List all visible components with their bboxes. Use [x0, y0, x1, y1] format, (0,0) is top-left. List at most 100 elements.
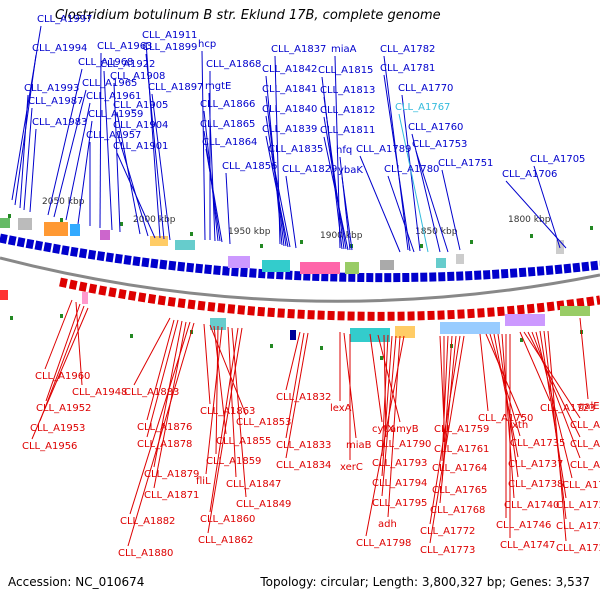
reverse-connector: [39, 305, 85, 422]
reverse-gene-label: CLL_A1853: [236, 417, 291, 428]
reverse-gene-label: CLL_A1740: [504, 500, 559, 511]
reverse-gene-label: CLL_A1724: [556, 521, 600, 532]
reverse-gene-label: xerC: [340, 462, 363, 473]
reverse-gene-label: fliL: [196, 476, 211, 487]
reverse-connector: [439, 335, 457, 504]
forward-gene-label: CLL_A1812: [320, 105, 375, 116]
reverse-connector: [285, 332, 305, 439]
reverse-gene-label: CLL_A1859: [206, 456, 261, 467]
forward-gene-label: CLL_A1868: [206, 59, 261, 70]
scale-label: 1800 kbp: [508, 215, 551, 225]
reverse-connector: [579, 317, 589, 400]
reverse-gene-label: CLL_A1768: [430, 505, 485, 516]
forward-connector: [339, 156, 351, 251]
rna-feature-tick: [60, 314, 63, 318]
rna-feature-tick: [270, 344, 273, 348]
reverse-connector: [527, 331, 581, 438]
forward-gene-label: CLL_A1839: [262, 124, 317, 135]
forward-connector: [99, 52, 102, 229]
forward-connector: [47, 68, 83, 216]
reverse-gene-label: CLL_A1960: [35, 371, 90, 382]
forward-connector-lines: [11, 25, 567, 253]
reverse-connector: [501, 333, 515, 499]
reverse-gene-label: CLL_A1764: [432, 463, 487, 474]
reverse-connector: [207, 327, 243, 534]
forward-gene-label: miaA: [331, 44, 357, 55]
forward-gene-label: CLL_A1811: [320, 125, 375, 136]
forward-gene-label: CLL_A1767: [395, 102, 450, 113]
forward-gene-label: CLL_A1983: [32, 117, 87, 128]
forward-gene-label: CLL_A1705: [530, 154, 585, 165]
forward-gene-label: CLL_A1963: [97, 41, 152, 52]
reverse-gene-label: CLL_A1790: [376, 439, 431, 450]
forward-gene-label: CLL_A1829: [282, 164, 337, 175]
forward-connector: [387, 175, 415, 253]
forward-gene-label: CLL_A1957: [86, 130, 141, 141]
forward-gene-label: CLL_A1856: [222, 161, 277, 172]
scale-label: 1900 kbp: [320, 231, 363, 241]
reverse-connector: [146, 319, 175, 421]
forward-connector: [441, 169, 461, 251]
genome-summary: Topology: circular; Length: 3,800,327 bp…: [260, 575, 590, 589]
reverse-gene-label: adh: [378, 519, 397, 530]
reverse-gene-label: miaB: [346, 440, 372, 451]
reverse-gene-label: CLL_A1948: [72, 387, 127, 398]
forward-gene-label: hcp: [198, 39, 216, 50]
forward-gene-label: CLL_A1922: [100, 59, 155, 70]
rna-feature-tick: [520, 338, 523, 342]
rna-feature-tick: [300, 240, 303, 244]
rna-feature-tick: [190, 232, 193, 236]
rna-feature-tick: [530, 234, 533, 238]
reverse-connector: [75, 301, 83, 386]
forward-gene-label: CLL_A1782: [380, 44, 435, 55]
reverse-gene-label: CLL_A1882: [120, 516, 175, 527]
reverse-connector: [133, 317, 171, 386]
scale-label: 2050 kbp: [42, 197, 85, 207]
reverse-gene-label: CLL_A1765: [432, 485, 487, 496]
reverse-connector: [285, 331, 301, 391]
reverse-gene-labels: CLL_A1960 CLL_A1948 CLL_A1952 CLL_A1953 CLL_…: [22, 371, 600, 559]
forward-strand-track: [0, 233, 600, 283]
reverse-connector: [519, 331, 551, 402]
forward-gene-label: CLL_A1968: [78, 57, 133, 68]
forward-gene-label: CLL_A1842: [262, 64, 317, 75]
reverse-gene-label: CLL_A1725: [556, 543, 600, 554]
forward-connector: [271, 155, 291, 248]
reverse-gene-label: CLL_A1952: [36, 403, 91, 414]
forward-gene-label: CLL_A1908: [110, 71, 165, 82]
genome-backbone-arc: [0, 256, 600, 303]
reverse-gene-label: xth: [512, 420, 528, 431]
forward-gene-label: hfq: [336, 145, 352, 156]
forward-colored-genes: [0, 218, 564, 274]
reverse-gene-label: CLL_A1794: [372, 478, 427, 489]
reverse-gene-label: amyB: [390, 424, 419, 435]
forward-gene-label: CLL_A1864: [202, 137, 257, 148]
reverse-gene-label: CLL_A1871: [144, 490, 199, 501]
forward-gene-label: CLL_A1901: [113, 141, 168, 152]
reverse-gene-label: CLL_A1862: [198, 535, 253, 546]
forward-connector: [116, 152, 156, 239]
reverse-connector-lines: [31, 299, 589, 547]
reverse-gene-label: CLL_A1834: [276, 460, 331, 471]
forward-gene-label: CLL_A1865: [200, 119, 255, 130]
reverse-connector: [381, 335, 393, 477]
reverse-gene-label: CLL_A1849: [236, 499, 291, 510]
reverse-connector: [213, 325, 227, 435]
rna-feature-tick: [120, 222, 123, 226]
reverse-connector: [203, 323, 211, 405]
reverse-connector: [205, 326, 223, 475]
reverse-connector: [215, 325, 219, 455]
forward-gene-label: mgtE: [205, 81, 231, 92]
reverse-gene-label: CLL_A1750: [478, 413, 533, 424]
forward-connector: [53, 89, 87, 218]
map-title: Clostridium botulinum B str. Eklund 17B,…: [55, 8, 441, 23]
forward-connector: [205, 148, 223, 243]
reverse-gene-label: CLL_A1759: [434, 424, 489, 435]
reverse-connector: [547, 330, 567, 542]
reverse-gene-label: CLL_A1716: [570, 420, 600, 431]
reverse-connector: [129, 321, 191, 515]
reverse-gene-label: CLL_A1880: [118, 548, 173, 559]
rna-feature-tick: [260, 244, 263, 248]
reverse-gene-label: CLL_A1795: [372, 498, 427, 509]
forward-gene-label: CLL_A1911: [142, 30, 197, 41]
